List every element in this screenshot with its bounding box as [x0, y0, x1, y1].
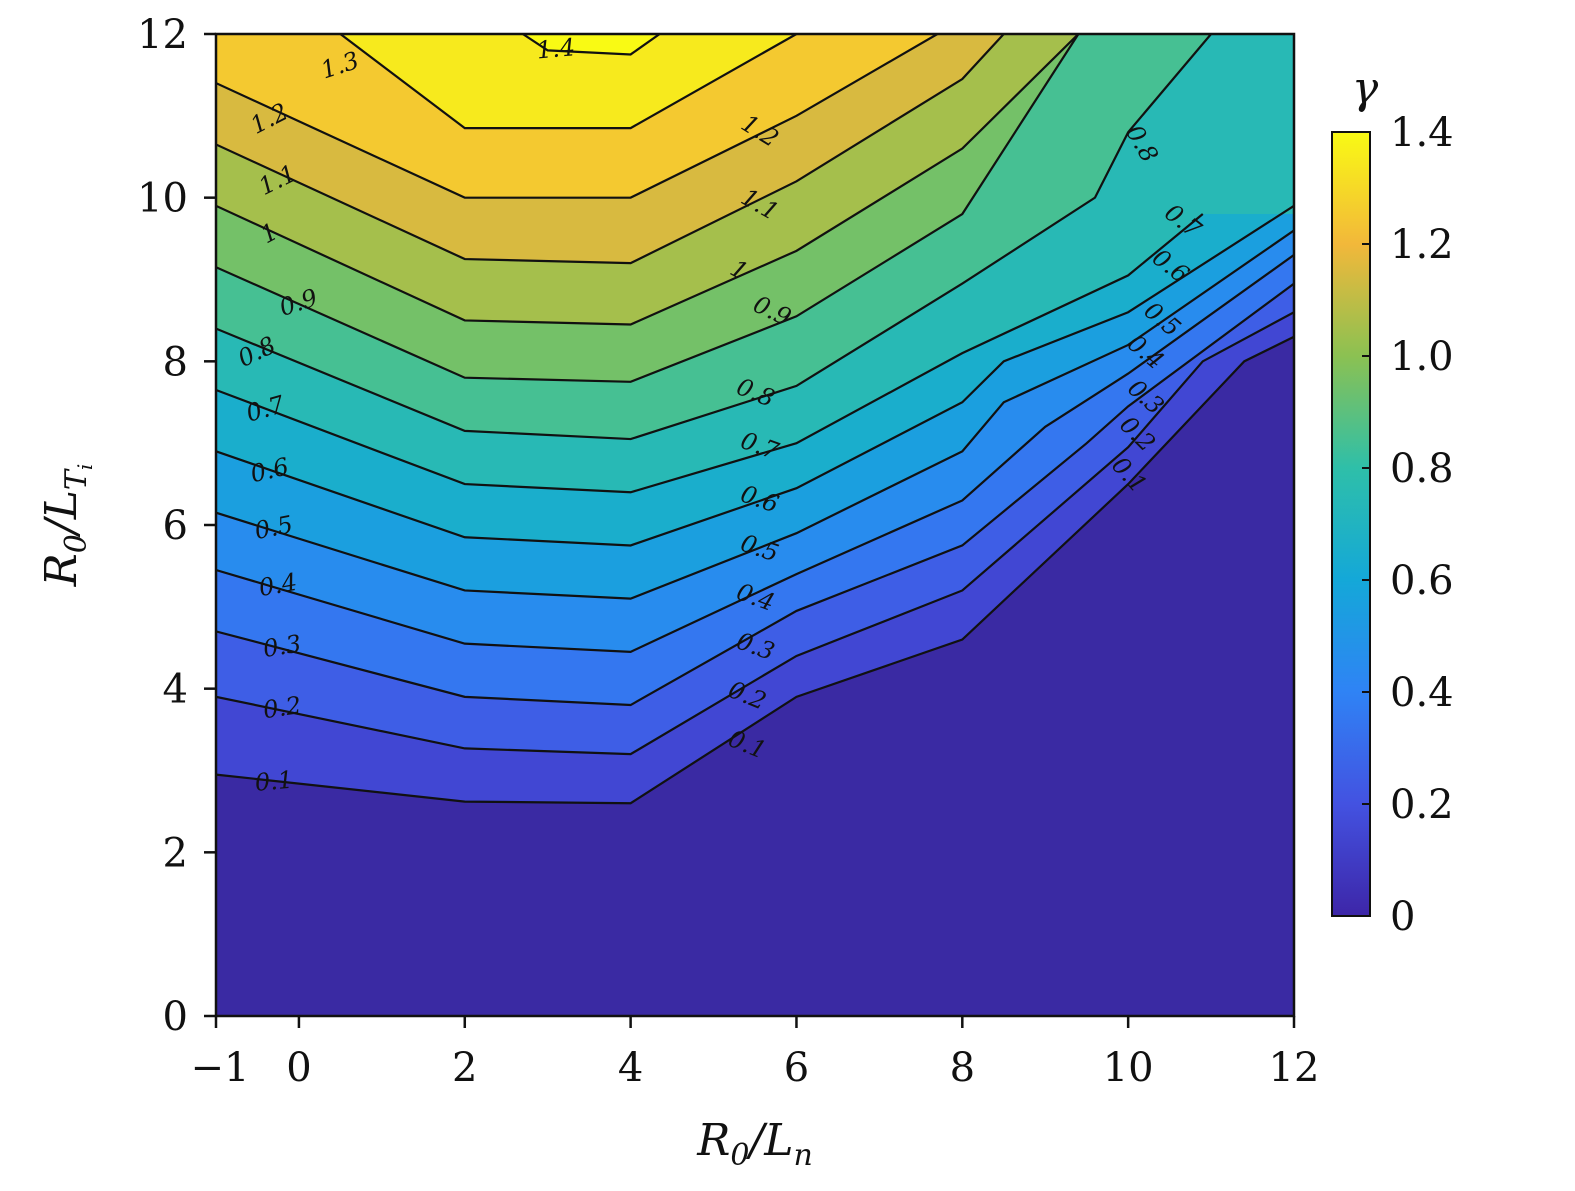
x-tick-label: 6: [784, 1045, 809, 1091]
y-tick-label: 12: [137, 12, 188, 58]
x-tick-label: −1: [191, 1045, 250, 1091]
contour-label: 1.4: [536, 33, 576, 64]
colorbar: γ 0 0.2 0.4 0.6 0.8 1.0 1.2 1.4: [1331, 63, 1454, 940]
colorbar-tick-label: 0.4: [1390, 670, 1454, 716]
contour-line-1: [216, 34, 1080, 326]
contour-line-0.5: [216, 229, 1294, 600]
band-above-1.4: [522, 34, 660, 55]
y-tick-label: 2: [163, 830, 188, 876]
colorbar-tick-label: 0.6: [1390, 558, 1454, 604]
contour-line-0.4: [216, 254, 1294, 653]
contour-line-0.6: [216, 204, 1294, 547]
colorbar-tick-label: 0.2: [1390, 782, 1454, 828]
colorbar-tick-label: 0: [1390, 894, 1415, 940]
plot-area: 0.10.20.30.40.50.60.70.80.911.11.21.3 1.4…: [216, 33, 1294, 1016]
band-above-1.3: [340, 34, 797, 129]
contour-line-0.2: [216, 311, 1294, 756]
y-tick-label: 4: [163, 667, 188, 713]
colorbar-tick-label: 1.0: [1390, 334, 1454, 380]
colorbar-tick-label: 1.2: [1390, 222, 1454, 268]
contour-label: 0.2: [261, 691, 303, 724]
y-tick-label: 6: [163, 503, 188, 549]
y-tick-label: 8: [163, 339, 188, 385]
colorbar-tick-label: 1.4: [1390, 110, 1454, 156]
x-axis-title: R0/Ln: [696, 1115, 813, 1173]
x-tick-label: 12: [1269, 1045, 1320, 1091]
x-tick-label: 8: [950, 1045, 975, 1091]
y-axis-title: R0/LTi: [36, 464, 97, 588]
contour-line-1.4: [522, 34, 661, 56]
contour-line-1.3: [339, 34, 798, 130]
contour-label: 0.4: [257, 568, 299, 602]
contour-line-0.9: [216, 34, 1080, 383]
contour-line-0.7: [216, 213, 1204, 494]
contour-line-1.2: [216, 34, 938, 199]
colorbar-title: γ: [1352, 63, 1379, 114]
contour-line-0.3: [216, 282, 1294, 707]
x-tick-label: 0: [286, 1045, 311, 1091]
colorbar-gradient: [1331, 131, 1371, 917]
contour-line-0.1: [216, 335, 1294, 805]
colorbar-tick-label: 0.8: [1390, 446, 1454, 492]
y-tick-label: 0: [163, 994, 188, 1040]
x-tick-label: 4: [618, 1045, 643, 1091]
contour-label: 0.1: [254, 766, 294, 797]
contour-label: 0.3: [261, 629, 303, 663]
contour-line-1.1: [216, 34, 1005, 265]
x-tick-label: 2: [452, 1045, 477, 1091]
y-tick-label: 10: [137, 176, 188, 222]
contour-line-0.8: [216, 34, 1212, 441]
x-tick-label: 10: [1103, 1045, 1154, 1091]
